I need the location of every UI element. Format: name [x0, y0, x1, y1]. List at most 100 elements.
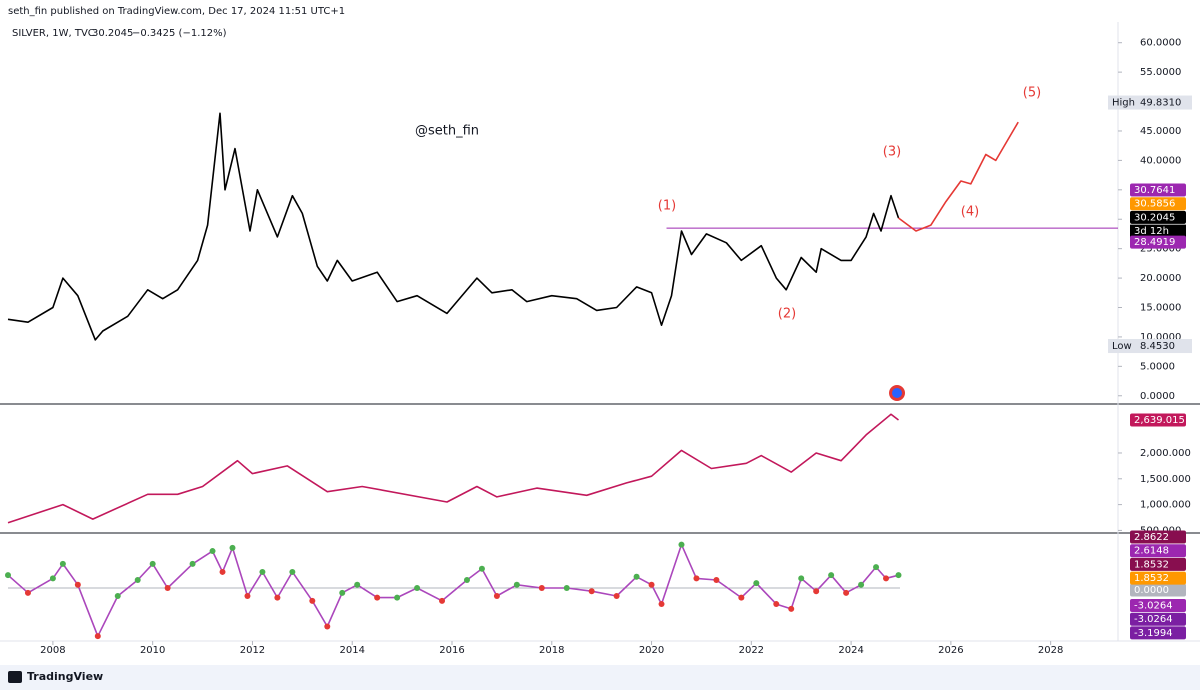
pivot-dot: [813, 588, 820, 595]
price-line: [7, 413, 899, 524]
pivot-dot: [164, 585, 171, 591]
y-tick-label: 25.0000: [1140, 244, 1181, 255]
x-tick-label: 2026: [938, 645, 963, 656]
annotation: (5): [1023, 86, 1041, 101]
pivot-dot: [374, 594, 381, 601]
pivot-dot: [788, 605, 795, 612]
extreme-name: Low: [1112, 341, 1132, 352]
pivot-dot: [895, 572, 902, 579]
price-tag-label: 2.8622: [1134, 532, 1169, 543]
event-flag-inner: [892, 388, 902, 398]
pivot-dot: [49, 575, 56, 582]
price-tag: [1130, 235, 1186, 249]
y-tick-label: 55.0000: [1140, 67, 1181, 78]
pivot-dot: [828, 572, 835, 579]
price-line: [898, 121, 1019, 232]
pivot-dot: [114, 593, 121, 600]
annotation: (4): [961, 205, 979, 220]
pivot-dot: [439, 597, 446, 604]
price-tag-label: 1.8532: [1134, 573, 1169, 584]
extreme-tag: [1108, 339, 1192, 354]
y-tick-label: 10.0000: [1140, 332, 1181, 343]
pivot-dot: [414, 585, 421, 591]
price-tag: [1130, 197, 1186, 211]
pivot-dot: [339, 589, 346, 596]
pivot-dot: [309, 597, 316, 604]
price-tag: [1130, 571, 1186, 585]
x-tick-label: 2022: [739, 645, 764, 656]
price-tag: [1130, 183, 1186, 197]
price-change: −0.3425 (−1.12%): [132, 28, 227, 39]
x-tick-label: 2016: [439, 645, 464, 656]
pivot-dot: [648, 581, 655, 588]
pivot-dot: [354, 581, 361, 588]
extreme-tag: [1108, 95, 1192, 110]
extreme-name: High: [1112, 98, 1135, 109]
y-tick-label: 15.0000: [1140, 302, 1181, 313]
price-tag-label: 30.5856: [1134, 199, 1175, 210]
pivot-dot: [59, 560, 66, 567]
y-tick-label: 60.0000: [1140, 38, 1181, 49]
pivot-dot: [513, 581, 520, 588]
brand-logo: [8, 671, 22, 683]
pivot-dot: [753, 580, 760, 587]
pivot-dot: [134, 576, 141, 583]
countdown: 3d 12h: [1134, 226, 1169, 237]
x-tick-label: 2014: [339, 645, 364, 656]
pivot-dot: [149, 560, 156, 567]
y-tick-label: 40.0000: [1140, 155, 1181, 166]
x-tick-label: 2028: [1038, 645, 1063, 656]
pivot-dot: [633, 573, 640, 580]
brand: TradingView: [27, 670, 103, 683]
pivot-dot: [24, 589, 31, 596]
annotation: (2): [778, 307, 796, 322]
x-tick-label: 2024: [838, 645, 863, 656]
price-tag-label: 2,639.015: [1134, 415, 1185, 426]
y-tick-label: 5.0000: [1140, 361, 1175, 372]
pivot-dot: [678, 541, 685, 548]
y-tick-label: 1,500.000: [1140, 474, 1191, 485]
pivot-dot: [229, 544, 236, 551]
x-tick-label: 2020: [639, 645, 664, 656]
y-tick-label: 2,000.000: [1140, 448, 1191, 459]
last-price: 30.2045: [92, 28, 133, 39]
extreme-label: 8.4530: [1140, 341, 1175, 352]
pivot-dot: [693, 575, 700, 582]
price-tag: [1130, 530, 1186, 544]
price-tag-label: 28.4919: [1134, 237, 1175, 248]
price-line: [7, 112, 900, 341]
price-tag: [1130, 544, 1186, 558]
y-tick-label: 20.0000: [1140, 273, 1181, 284]
zero-tag: [1130, 583, 1186, 597]
pivot-dot: [209, 548, 216, 555]
price-tag: [1130, 557, 1186, 571]
y-tick-label: 0.0000: [1134, 585, 1169, 596]
pivot-dot: [873, 564, 880, 571]
y-tick-label: 1,000.000: [1140, 500, 1191, 511]
x-tick-label: 2012: [240, 645, 265, 656]
price-line: [7, 543, 899, 637]
extreme-label: 49.8310: [1140, 98, 1181, 109]
x-tick-label: 2008: [40, 645, 65, 656]
annotation: (3): [883, 145, 901, 160]
price-tag-label: -3.0264: [1134, 614, 1173, 625]
pivot-dot: [613, 593, 620, 600]
price-tag: [1130, 626, 1186, 640]
pivot-dot: [478, 565, 485, 572]
pivot-dot: [713, 576, 720, 583]
pivot-dot: [493, 593, 500, 600]
pivot-dot: [858, 581, 865, 588]
pivot-dot: [244, 593, 251, 600]
pivot-dot: [773, 601, 780, 608]
pivot-dot: [289, 568, 296, 575]
price-tag: [1130, 599, 1186, 612]
pivot-dot: [463, 576, 470, 583]
pivot-dot: [5, 572, 11, 579]
y-tick-label: 45.0000: [1140, 126, 1181, 137]
pivot-dot: [798, 575, 805, 582]
pivot-dot: [563, 585, 570, 591]
pivot-dot: [74, 581, 81, 588]
pivot-dot: [94, 633, 101, 640]
